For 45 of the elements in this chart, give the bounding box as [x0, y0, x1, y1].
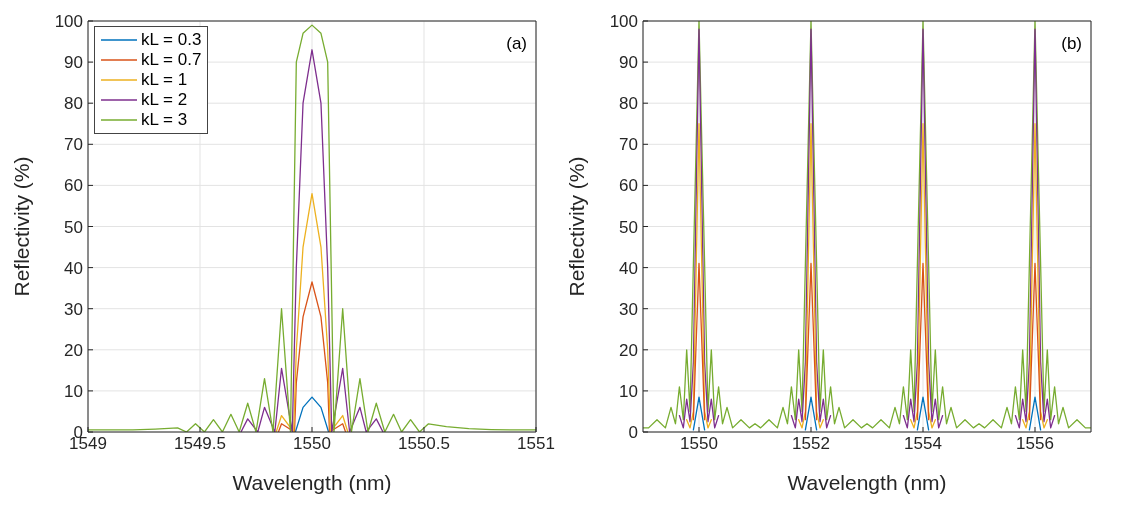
annotation: (b)	[1061, 34, 1082, 54]
y-tick-label: 40	[619, 258, 638, 278]
x-tick-label: 1554	[904, 434, 942, 454]
legend-label: kL = 2	[141, 90, 188, 110]
y-tick-label: 100	[609, 12, 638, 32]
x-tick-label: 1552	[792, 434, 830, 454]
x-tick-label: 1556	[1016, 434, 1054, 454]
line-series	[88, 24, 536, 432]
x-axis-title: Wavelength (nm)	[232, 471, 392, 494]
y-tick-label: 40	[64, 258, 83, 278]
annotation: (a)	[506, 34, 527, 54]
line-series	[277, 281, 347, 432]
y-tick-label: 50	[64, 217, 83, 237]
x-tick-label: 1551	[517, 434, 555, 454]
y-tick-label: 50	[619, 217, 638, 237]
y-tick-label: 100	[54, 12, 83, 32]
y-tick-label: 90	[619, 53, 638, 73]
line-series	[240, 49, 384, 432]
legend-label: kL = 0.7	[141, 50, 202, 70]
line-series	[643, 21, 1091, 429]
legend-label: kL = 0.3	[141, 30, 202, 50]
y-tick-label: 70	[64, 135, 83, 155]
x-axis-title: Wavelength (nm)	[787, 471, 947, 494]
y-tick-label: 20	[619, 340, 638, 360]
y-tick-label: 60	[619, 176, 638, 196]
y-tick-label: 30	[64, 299, 83, 319]
y-axis-title: Reflectivity (%)	[565, 156, 589, 297]
y-tick-label: 80	[64, 94, 83, 114]
y-tick-label: 30	[619, 299, 638, 319]
legend-label: kL = 3	[141, 110, 188, 130]
x-tick-label: 1550.5	[398, 434, 450, 454]
y-tick-label: 90	[64, 53, 83, 73]
x-tick-label: 1550	[293, 434, 331, 454]
x-tick-label: 1550	[680, 434, 718, 454]
legend-label: kL = 1	[141, 70, 188, 90]
y-tick-label: 10	[64, 381, 83, 401]
line-series	[275, 192, 349, 432]
y-tick-label: 70	[619, 135, 638, 155]
y-tick-label: 0	[628, 423, 638, 443]
x-tick-label: 1549.5	[174, 434, 226, 454]
y-tick-label: 80	[619, 94, 638, 114]
y-tick-label: 60	[64, 176, 83, 196]
y-tick-label: 10	[619, 381, 638, 401]
y-axis-title: Reflectivity (%)	[10, 156, 34, 297]
y-tick-label: 20	[64, 340, 83, 360]
